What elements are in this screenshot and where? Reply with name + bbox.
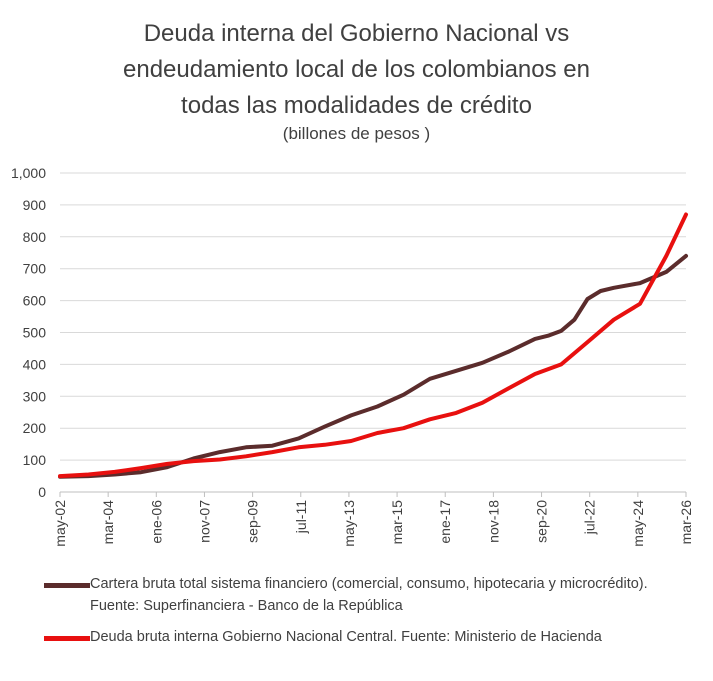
y-tick-label: 500: [23, 325, 47, 341]
legend-label-cartera: Cartera bruta total sistema financiero (…: [90, 576, 648, 614]
x-tick-label: nov-18: [485, 500, 501, 543]
line-chart: 0 100 200 300 400 500 600 700 800 900 1,000 may-02…: [11, 165, 694, 547]
x-axis-ticks: may-02 mar-04 ene-06 nov-07 sep-09 jul-11 may-…: [52, 492, 694, 547]
y-tick-label: 800: [23, 229, 47, 245]
x-tick-label: ene-17: [437, 500, 453, 544]
x-tick-label: jul-11: [293, 500, 309, 534]
y-tick-label: 600: [23, 293, 47, 309]
legend-entry-cartera: Cartera bruta total sistema financiero (…: [44, 573, 684, 617]
x-tick-label: mar-26: [678, 500, 694, 545]
y-tick-label: 900: [23, 197, 47, 213]
chart-title-line-3: todas las modalidades de crédito: [181, 92, 532, 119]
x-tick-label: ene-06: [148, 500, 164, 544]
chart-title-line-2: endeudamiento local de los colombianos e…: [123, 56, 590, 83]
series-lines: [58, 212, 688, 479]
legend-swatch-deuda: [44, 636, 90, 641]
x-tick-label: jul-22: [582, 500, 598, 535]
series-line-cartera: [58, 253, 688, 479]
legend-swatch-cartera: [44, 583, 90, 588]
y-tick-label: 700: [23, 261, 47, 277]
x-tick-label: may-24: [630, 500, 646, 547]
y-tick-label: 200: [23, 420, 47, 436]
x-tick-label: nov-07: [196, 500, 212, 543]
x-tick-label: may-13: [341, 500, 357, 547]
chart-subtitle: (billones de pesos ): [282, 124, 431, 143]
x-tick-label: sep-20: [534, 500, 550, 543]
y-tick-label: 400: [23, 356, 47, 372]
x-tick-label: mar-04: [100, 500, 116, 545]
series-line-deuda: [58, 212, 688, 479]
y-tick-label: 1,000: [11, 165, 46, 181]
x-tick-label: mar-15: [389, 500, 405, 545]
legend-label-deuda: Deuda bruta interna Gobierno Nacional Ce…: [90, 629, 602, 645]
y-tick-label: 0: [38, 484, 46, 500]
y-tick-label: 300: [23, 388, 47, 404]
gridlines: [60, 172, 686, 493]
x-tick-label: sep-09: [245, 500, 261, 543]
x-tick-label: may-02: [52, 500, 68, 547]
legend-entry-deuda: Deuda bruta interna Gobierno Nacional Ce…: [44, 626, 684, 648]
y-tick-label: 100: [23, 452, 47, 468]
y-axis-ticks: 0 100 200 300 400 500 600 700 800 900 1,000: [11, 165, 46, 500]
chart-title-line-1: Deuda interna del Gobierno Nacional vs: [143, 20, 570, 47]
